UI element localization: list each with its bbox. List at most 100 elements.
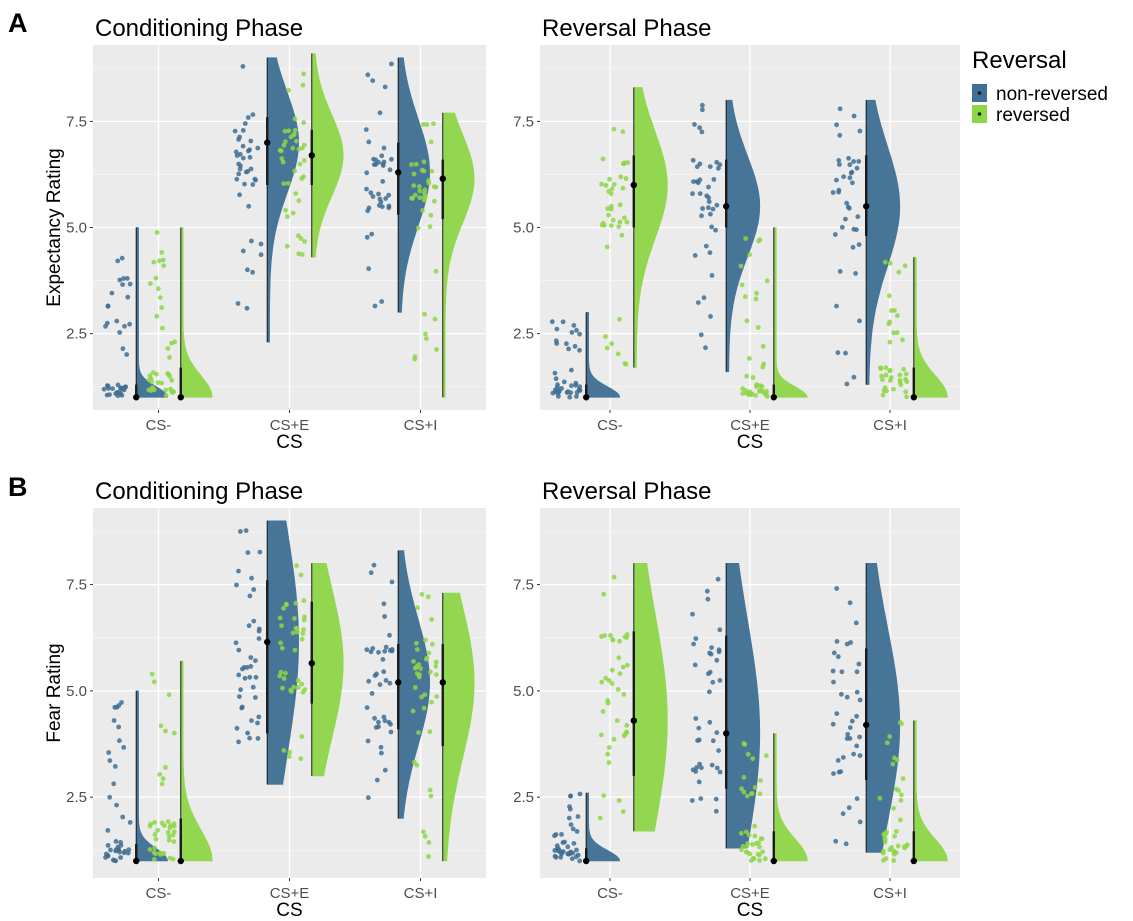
data-point bbox=[292, 168, 297, 174]
data-point bbox=[882, 836, 888, 842]
data-point bbox=[251, 618, 257, 624]
data-point bbox=[379, 153, 385, 159]
data-point bbox=[573, 854, 579, 860]
data-point bbox=[153, 275, 159, 281]
data-point bbox=[843, 841, 849, 847]
x-tick-label: CS+E bbox=[270, 417, 310, 434]
x-axis-title: CS bbox=[276, 900, 302, 921]
data-point bbox=[250, 269, 256, 275]
data-point bbox=[120, 346, 126, 352]
data-point bbox=[157, 295, 163, 300]
data-point bbox=[247, 147, 253, 153]
data-point bbox=[118, 840, 123, 845]
data-point bbox=[710, 679, 716, 685]
data-point bbox=[157, 258, 162, 264]
data-point bbox=[604, 244, 610, 250]
data-point bbox=[413, 161, 419, 167]
data-point bbox=[744, 793, 750, 799]
data-point bbox=[156, 286, 161, 292]
data-point bbox=[609, 186, 615, 192]
data-point bbox=[163, 765, 168, 770]
data-point bbox=[236, 568, 241, 574]
data-point bbox=[168, 386, 173, 392]
data-point bbox=[597, 815, 603, 821]
median-point bbox=[133, 394, 140, 401]
data-point bbox=[234, 176, 240, 182]
data-point bbox=[127, 820, 133, 825]
data-point bbox=[105, 843, 111, 848]
data-point bbox=[151, 679, 157, 685]
data-point bbox=[422, 311, 427, 317]
legend-label-non-reversed: non-reversed bbox=[996, 84, 1108, 105]
data-point bbox=[389, 61, 394, 67]
data-point bbox=[601, 793, 607, 798]
data-point bbox=[148, 821, 154, 827]
data-point bbox=[151, 850, 157, 855]
data-point bbox=[279, 156, 285, 162]
x-axis-title: CS bbox=[737, 432, 763, 453]
data-point bbox=[292, 116, 298, 122]
data-point bbox=[285, 180, 291, 186]
data-point bbox=[608, 633, 613, 638]
data-point bbox=[234, 153, 240, 159]
density-reversed-CS+E bbox=[773, 227, 808, 398]
density-non-reversed-CS+E bbox=[266, 520, 299, 785]
data-point bbox=[904, 379, 910, 385]
data-point bbox=[857, 697, 863, 703]
x-tick-label: CS+I bbox=[873, 417, 907, 434]
data-point bbox=[697, 761, 702, 767]
data-point bbox=[381, 714, 387, 720]
data-point bbox=[432, 198, 437, 204]
data-point bbox=[697, 177, 703, 183]
data-point bbox=[624, 219, 630, 225]
data-point bbox=[374, 777, 380, 783]
data-point bbox=[896, 788, 901, 793]
data-point bbox=[617, 219, 623, 225]
data-point bbox=[421, 705, 427, 711]
data-point bbox=[301, 174, 306, 180]
data-point bbox=[251, 587, 257, 592]
data-point bbox=[293, 625, 299, 631]
data-point bbox=[243, 169, 249, 175]
data-point bbox=[234, 582, 239, 588]
data-point bbox=[841, 174, 846, 180]
data-point bbox=[152, 845, 158, 851]
data-point bbox=[150, 370, 156, 375]
data-point bbox=[892, 849, 897, 855]
data-point bbox=[119, 255, 125, 261]
data-point bbox=[569, 367, 574, 373]
data-point bbox=[764, 753, 769, 758]
data-point bbox=[574, 847, 579, 853]
data-point bbox=[883, 365, 889, 371]
data-point bbox=[249, 575, 255, 581]
panel-2: 2.5 5.0 7.5 CS- CS+E CS+I CS Reversal Phase bbox=[513, 15, 960, 453]
data-point bbox=[171, 389, 177, 395]
data-point bbox=[902, 263, 908, 269]
data-point bbox=[122, 848, 128, 854]
data-point bbox=[431, 184, 437, 190]
data-point bbox=[714, 159, 720, 165]
data-point bbox=[887, 734, 893, 739]
data-point bbox=[891, 386, 896, 392]
data-point bbox=[239, 704, 245, 710]
data-point bbox=[897, 377, 903, 383]
data-point bbox=[147, 847, 153, 852]
data-point bbox=[886, 321, 892, 327]
data-point bbox=[171, 839, 177, 844]
data-point bbox=[281, 748, 287, 753]
data-point bbox=[237, 134, 243, 140]
data-point bbox=[416, 730, 421, 735]
data-point bbox=[382, 648, 388, 654]
density-reversed-CS+E bbox=[311, 53, 344, 258]
data-point bbox=[113, 858, 119, 864]
median-point bbox=[308, 152, 315, 159]
data-point bbox=[364, 170, 370, 176]
data-point bbox=[373, 157, 379, 163]
data-point bbox=[165, 830, 171, 835]
data-point bbox=[600, 709, 606, 714]
data-point bbox=[294, 629, 300, 635]
data-point bbox=[618, 174, 624, 180]
legend-key-dot-non-reversed bbox=[977, 91, 982, 95]
data-point bbox=[242, 121, 248, 126]
